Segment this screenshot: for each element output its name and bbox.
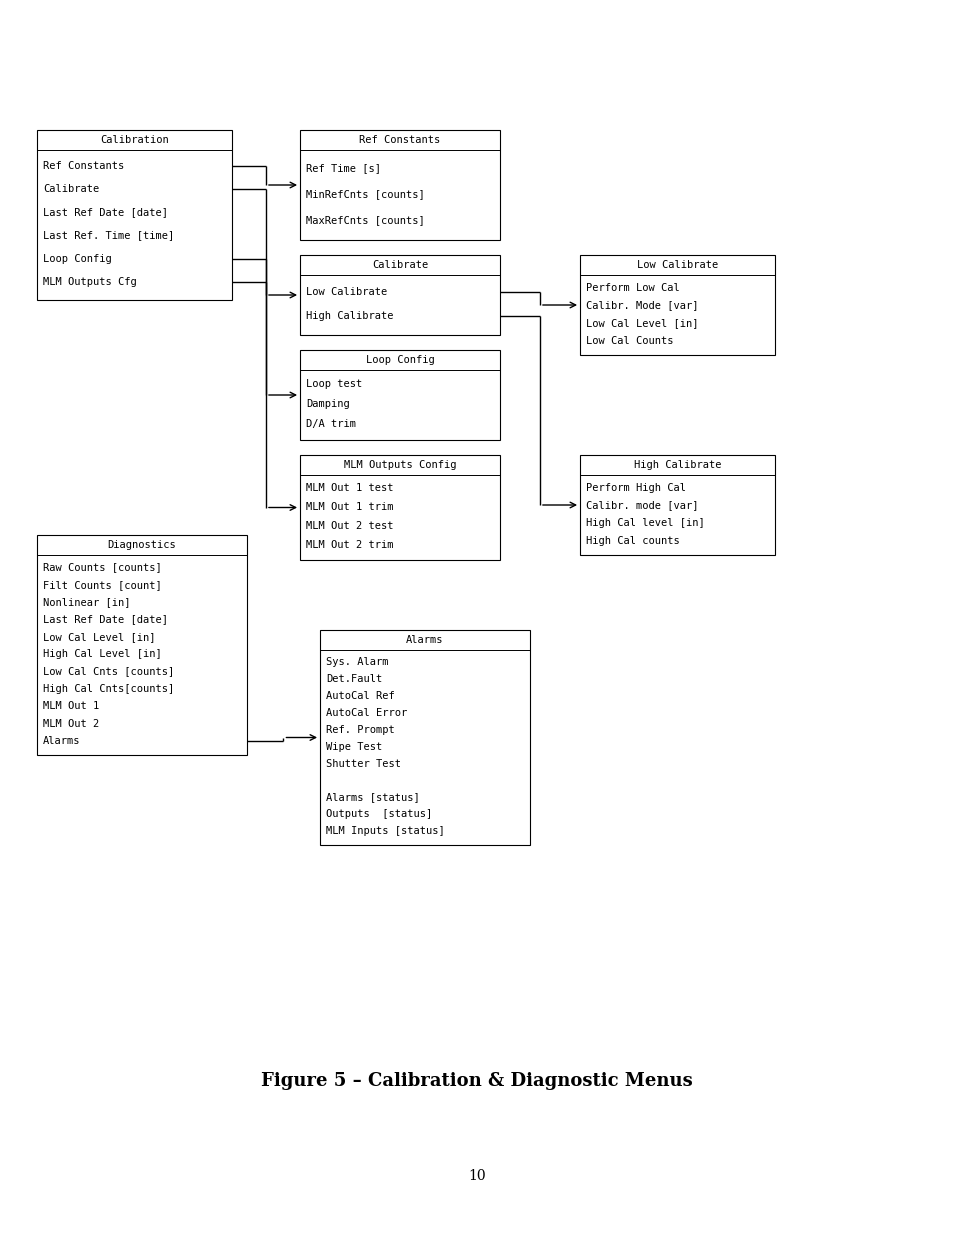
Text: High Cal Cnts[counts]: High Cal Cnts[counts] [43,684,174,694]
Text: MLM Inputs [status]: MLM Inputs [status] [326,826,444,836]
Text: Last Ref. Time [time]: Last Ref. Time [time] [43,231,174,241]
Bar [579,454,774,555]
Bar [299,254,499,335]
Text: Perform High Cal: Perform High Cal [585,483,685,493]
Text: Det.Fault: Det.Fault [326,674,382,684]
Text: Loop test: Loop test [306,379,362,389]
Text: D/A trim: D/A trim [306,419,355,429]
Text: Nonlinear [in]: Nonlinear [in] [43,597,131,608]
Text: Wipe Test: Wipe Test [326,742,382,752]
Text: Last Ref Date [date]: Last Ref Date [date] [43,615,168,625]
Text: MLM Out 1 test: MLM Out 1 test [306,483,393,493]
Text: Alarms: Alarms [406,635,443,645]
Text: Low Cal Level [in]: Low Cal Level [in] [43,632,155,642]
Text: Low Cal Level [in]: Low Cal Level [in] [585,317,698,329]
Text: Figure 5 – Calibration & Diagnostic Menus: Figure 5 – Calibration & Diagnostic Menu… [261,1072,692,1089]
Text: Shutter Test: Shutter Test [326,758,400,768]
Text: Loop Config: Loop Config [43,253,112,263]
Text: MLM Out 1 trim: MLM Out 1 trim [306,503,393,513]
Text: Sys. Alarm: Sys. Alarm [326,657,388,667]
Text: MLM Out 2: MLM Out 2 [43,719,99,729]
Text: Calibration: Calibration [100,135,169,144]
Text: 10: 10 [468,1168,485,1183]
Text: Diagnostics: Diagnostics [108,540,176,550]
Text: MLM Out 2 test: MLM Out 2 test [306,521,393,531]
Text: AutoCal Ref: AutoCal Ref [326,690,395,701]
Text: Ref Constants: Ref Constants [43,161,124,170]
Text: Calibr. mode [var]: Calibr. mode [var] [585,500,698,510]
Text: Low Cal Cnts [counts]: Low Cal Cnts [counts] [43,667,174,677]
Text: Low Calibrate: Low Calibrate [637,261,718,270]
Text: High Calibrate: High Calibrate [633,459,720,471]
Text: Alarms [status]: Alarms [status] [326,793,419,803]
Text: Last Ref Date [date]: Last Ref Date [date] [43,207,168,217]
Text: Ref. Prompt: Ref. Prompt [326,725,395,735]
Text: Filt Counts [count]: Filt Counts [count] [43,579,162,590]
Text: Calibr. Mode [var]: Calibr. Mode [var] [585,300,698,310]
Text: Raw Counts [counts]: Raw Counts [counts] [43,562,162,572]
Text: MLM Out 1: MLM Out 1 [43,701,99,711]
Text: MLM Out 2 trim: MLM Out 2 trim [306,540,393,550]
Text: AutoCal Error: AutoCal Error [326,708,407,718]
Text: Low Cal Counts: Low Cal Counts [585,336,673,346]
Bar [37,535,247,755]
Text: Low Calibrate: Low Calibrate [306,287,387,296]
Text: Outputs  [status]: Outputs [status] [326,809,432,819]
Text: High Cal level [in]: High Cal level [in] [585,517,704,527]
Text: Perform Low Cal: Perform Low Cal [585,283,679,293]
Text: Calibrate: Calibrate [372,261,428,270]
Bar [579,254,774,354]
Text: MLM Outputs Config: MLM Outputs Config [343,459,456,471]
Bar [299,130,499,240]
Text: MaxRefCnts [counts]: MaxRefCnts [counts] [306,215,424,225]
Bar [37,130,232,300]
Text: Loop Config: Loop Config [365,354,434,366]
Text: Damping: Damping [306,399,350,409]
Text: High Cal counts: High Cal counts [585,536,679,546]
Bar [299,454,499,559]
Text: Alarms: Alarms [43,736,80,746]
Bar [319,630,530,845]
Text: High Cal Level [in]: High Cal Level [in] [43,650,162,659]
Text: MLM Outputs Cfg: MLM Outputs Cfg [43,277,136,287]
Text: High Calibrate: High Calibrate [306,311,393,321]
Text: Calibrate: Calibrate [43,184,99,194]
Text: Ref Constants: Ref Constants [359,135,440,144]
Bar [299,350,499,440]
Text: Ref Time [s]: Ref Time [s] [306,163,380,173]
Text: MinRefCnts [counts]: MinRefCnts [counts] [306,189,424,199]
